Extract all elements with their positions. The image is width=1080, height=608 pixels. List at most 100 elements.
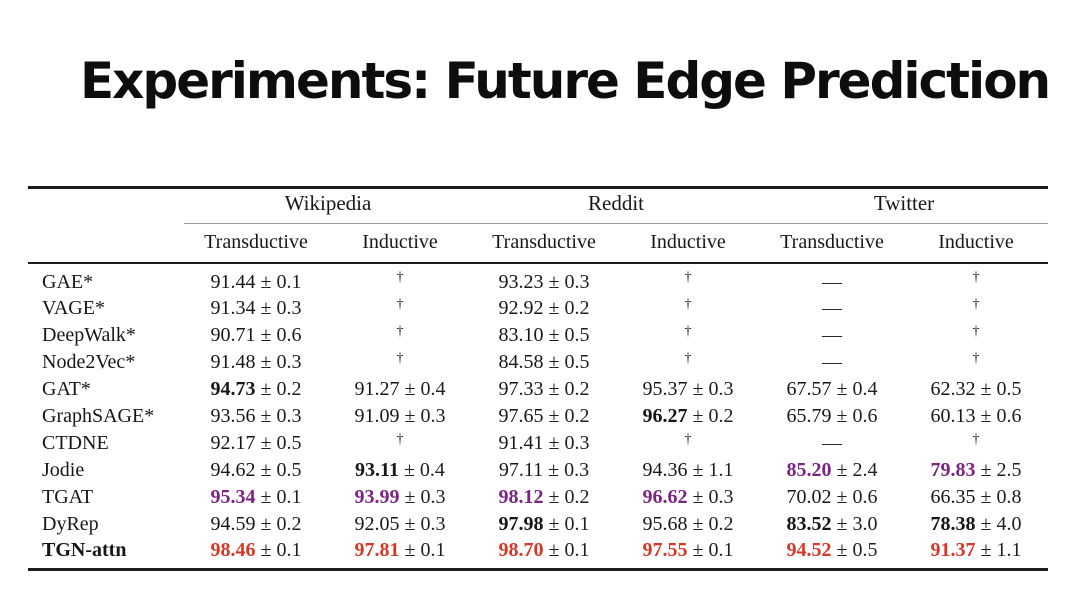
score-value: 94.52 bbox=[786, 539, 832, 561]
results-table: Wikipedia Reddit Twitter Transductive In… bbox=[28, 189, 1049, 568]
result-cell: — bbox=[760, 295, 904, 322]
subheader-wikipedia-inductive: Inductive bbox=[328, 223, 472, 264]
score-error: ± 0.3 bbox=[543, 432, 590, 454]
score-value: 66.35 bbox=[930, 486, 976, 508]
dagger-symbol: † bbox=[396, 296, 404, 312]
score-error: ± 2.5 bbox=[975, 459, 1022, 481]
result-cell: † bbox=[328, 430, 472, 457]
result-cell: 65.79 ± 0.6 bbox=[760, 403, 904, 430]
score-error: ± 0.2 bbox=[255, 513, 302, 535]
score-value: 97.81 bbox=[354, 539, 400, 561]
result-cell: 85.20 ± 2.4 bbox=[760, 457, 904, 484]
model-name: VAGE* bbox=[42, 297, 105, 319]
table-body: GAE* 91.44 ± 0.1 † 93.23 ± 0.3 † — † VAGE* 91.34… bbox=[28, 263, 1048, 568]
score-error: ± 0.6 bbox=[831, 405, 878, 427]
score-value: 97.98 bbox=[498, 513, 544, 535]
result-cell: 70.02 ± 0.6 bbox=[760, 484, 904, 511]
page-title: Experiments: Future Edge Prediction bbox=[80, 52, 1051, 110]
result-cell: — bbox=[760, 430, 904, 457]
score-value: 97.33 bbox=[498, 378, 544, 400]
score-error: ± 0.3 bbox=[543, 459, 590, 481]
table-row: TGN-attn 98.46 ± 0.1 97.81 ± 0.1 98.70 ± 0.… bbox=[28, 538, 1048, 568]
em-dash: — bbox=[822, 351, 842, 373]
model-name: GAT* bbox=[42, 378, 91, 400]
dagger-symbol: † bbox=[396, 350, 404, 366]
result-cell: 97.98 ± 0.1 bbox=[472, 511, 616, 538]
results-table-wrap: Wikipedia Reddit Twitter Transductive In… bbox=[28, 186, 1049, 571]
result-cell: † bbox=[328, 349, 472, 376]
result-cell: — bbox=[760, 263, 904, 295]
score-error: ± 0.2 bbox=[687, 405, 734, 427]
result-cell: — bbox=[760, 322, 904, 349]
score-error: ± 0.5 bbox=[255, 459, 302, 481]
subheader-wikipedia-transductive: Transductive bbox=[184, 223, 328, 264]
result-cell: † bbox=[616, 295, 760, 322]
result-cell: 95.34 ± 0.1 bbox=[184, 484, 328, 511]
model-name: GraphSAGE* bbox=[42, 405, 155, 427]
score-value: 83.52 bbox=[786, 513, 832, 535]
result-cell: 92.05 ± 0.3 bbox=[328, 511, 472, 538]
group-header-wikipedia: Wikipedia bbox=[184, 189, 472, 224]
score-error: ± 0.6 bbox=[975, 405, 1022, 427]
score-value: 90.71 bbox=[210, 324, 256, 346]
dagger-symbol: † bbox=[684, 296, 692, 312]
score-value: 98.12 bbox=[498, 486, 544, 508]
result-cell: † bbox=[904, 295, 1048, 322]
dagger-symbol: † bbox=[972, 431, 980, 447]
score-value: 78.38 bbox=[930, 513, 976, 535]
model-name: TGN-attn bbox=[42, 539, 127, 561]
score-value: 91.34 bbox=[210, 297, 256, 319]
score-error: ± 0.1 bbox=[543, 513, 590, 535]
table-row: DyRep 94.59 ± 0.2 92.05 ± 0.3 97.98 ± 0.1 95… bbox=[28, 511, 1048, 538]
result-cell: 94.36 ± 1.1 bbox=[616, 457, 760, 484]
score-error: ± 2.4 bbox=[831, 459, 878, 481]
result-cell: 60.13 ± 0.6 bbox=[904, 403, 1048, 430]
result-cell: 91.48 ± 0.3 bbox=[184, 349, 328, 376]
result-cell: † bbox=[616, 349, 760, 376]
result-cell: 62.32 ± 0.5 bbox=[904, 376, 1048, 403]
subheader-twitter-transductive: Transductive bbox=[760, 223, 904, 264]
score-error: ± 0.5 bbox=[831, 539, 878, 561]
score-value: 93.56 bbox=[210, 405, 256, 427]
result-cell: 93.56 ± 0.3 bbox=[184, 403, 328, 430]
result-cell: 98.12 ± 0.2 bbox=[472, 484, 616, 511]
result-cell: 94.62 ± 0.5 bbox=[184, 457, 328, 484]
score-value: 96.27 bbox=[642, 405, 688, 427]
result-cell: 96.62 ± 0.3 bbox=[616, 484, 760, 511]
dagger-symbol: † bbox=[396, 431, 404, 447]
score-error: ± 1.1 bbox=[687, 459, 734, 481]
score-value: 79.83 bbox=[930, 459, 976, 481]
score-error: ± 0.2 bbox=[543, 297, 590, 319]
score-value: 91.37 bbox=[930, 539, 976, 561]
result-cell: 97.55 ± 0.1 bbox=[616, 538, 760, 568]
score-value: 95.68 bbox=[642, 513, 688, 535]
score-value: 92.05 bbox=[354, 513, 400, 535]
score-value: 91.27 bbox=[354, 378, 400, 400]
corner-cell bbox=[28, 189, 184, 264]
table-row: Node2Vec* 91.48 ± 0.3 † 84.58 ± 0.5 † — † bbox=[28, 349, 1048, 376]
score-value: 94.59 bbox=[210, 513, 256, 535]
result-cell: † bbox=[904, 322, 1048, 349]
score-error: ± 0.1 bbox=[255, 539, 302, 561]
model-name: Node2Vec* bbox=[42, 351, 136, 373]
score-value: 91.48 bbox=[210, 351, 256, 373]
model-name: Jodie bbox=[42, 459, 85, 481]
score-value: 92.92 bbox=[498, 297, 544, 319]
dagger-symbol: † bbox=[396, 270, 404, 285]
score-value: 95.37 bbox=[642, 378, 688, 400]
score-error: ± 0.6 bbox=[831, 486, 878, 508]
result-cell: 78.38 ± 4.0 bbox=[904, 511, 1048, 538]
result-cell: 95.37 ± 0.3 bbox=[616, 376, 760, 403]
score-value: 91.09 bbox=[354, 405, 400, 427]
dagger-symbol: † bbox=[684, 323, 692, 339]
result-cell: 98.46 ± 0.1 bbox=[184, 538, 328, 568]
score-value: 60.13 bbox=[930, 405, 976, 427]
score-error: ± 0.3 bbox=[399, 513, 446, 535]
score-error: ± 0.3 bbox=[687, 486, 734, 508]
table-row: DeepWalk* 90.71 ± 0.6 † 83.10 ± 0.5 † — † bbox=[28, 322, 1048, 349]
result-cell: 94.73 ± 0.2 bbox=[184, 376, 328, 403]
result-cell: 92.92 ± 0.2 bbox=[472, 295, 616, 322]
result-cell: 94.59 ± 0.2 bbox=[184, 511, 328, 538]
model-name: DeepWalk* bbox=[42, 324, 136, 346]
